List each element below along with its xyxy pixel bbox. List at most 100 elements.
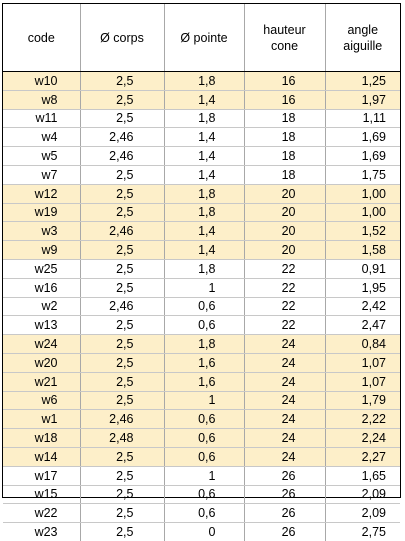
cell-tip-diameter[interactable]: 1,8	[164, 184, 245, 204]
cell-body-diameter[interactable]: 2,5	[80, 109, 165, 129]
cell-code[interactable]: w8	[3, 90, 81, 110]
cell-needle-angle[interactable]: 1,97	[325, 90, 400, 110]
cell-cone-height[interactable]: 24	[244, 372, 326, 392]
header-body-diameter[interactable]: Ø corps	[80, 4, 165, 72]
cell-cone-height[interactable]: 24	[244, 428, 326, 448]
cell-tip-diameter[interactable]: 1,8	[164, 334, 245, 354]
cell-cone-height[interactable]: 16	[244, 71, 326, 91]
cell-body-diameter[interactable]: 2,5	[80, 71, 165, 91]
cell-body-diameter[interactable]: 2,46	[80, 409, 165, 430]
cell-needle-angle[interactable]: 1,58	[325, 240, 400, 260]
cell-body-diameter[interactable]: 2,5	[80, 353, 165, 373]
cell-code[interactable]: w17	[3, 466, 81, 486]
cell-tip-diameter[interactable]: 1,6	[164, 372, 245, 392]
cell-tip-diameter[interactable]: 1,4	[164, 165, 245, 185]
cell-body-diameter[interactable]: 2,5	[80, 334, 165, 354]
cell-needle-angle[interactable]: 1,75	[325, 165, 400, 185]
cell-code[interactable]: w14	[3, 447, 81, 467]
cell-code[interactable]: w9	[3, 240, 81, 260]
cell-code[interactable]: w19	[3, 203, 81, 223]
cell-body-diameter[interactable]: 2,5	[80, 485, 165, 505]
cell-code[interactable]: w23	[3, 522, 81, 541]
cell-cone-height[interactable]: 24	[244, 409, 326, 430]
cell-body-diameter[interactable]: 2,5	[80, 259, 165, 279]
cell-body-diameter[interactable]: 2,46	[80, 146, 165, 166]
header-tip-diameter[interactable]: Ø pointe	[164, 4, 245, 72]
cell-cone-height[interactable]: 20	[244, 203, 326, 223]
cell-body-diameter[interactable]: 2,5	[80, 278, 165, 298]
cell-tip-diameter[interactable]: 0,6	[164, 297, 245, 317]
cell-body-diameter[interactable]: 2,48	[80, 428, 165, 448]
cell-cone-height[interactable]: 18	[244, 109, 326, 129]
cell-code[interactable]: w7	[3, 165, 81, 185]
cell-code[interactable]: w24	[3, 334, 81, 354]
cell-needle-angle[interactable]: 2,75	[361, 525, 386, 540]
cell-cone-height[interactable]: 24	[244, 447, 326, 467]
cell-cone-height[interactable]: 26	[244, 485, 326, 505]
cell-code[interactable]: w16	[3, 278, 81, 298]
cell-cone-height[interactable]: 22	[244, 297, 326, 317]
cell-needle-angle[interactable]: 1,11	[325, 109, 400, 129]
cell-code[interactable]: w1	[3, 409, 81, 430]
cell-code[interactable]: w2	[3, 297, 81, 317]
cell-tip-diameter[interactable]: 1,6	[164, 353, 245, 373]
cell-needle-angle[interactable]: 0,91	[325, 259, 400, 279]
cell-needle-angle[interactable]: 1,00	[325, 184, 400, 204]
cell-body-diameter[interactable]: 2,46	[80, 127, 165, 148]
cell-needle-angle[interactable]: 2,22	[325, 409, 400, 430]
cell-needle-angle[interactable]: 1,95	[325, 278, 400, 298]
cell-cone-height[interactable]: 20	[244, 184, 326, 204]
cell-needle-angle[interactable]: 1,25	[325, 71, 400, 91]
cell-body-diameter[interactable]: 2,5	[80, 503, 165, 524]
cell-cone-height[interactable]: 26	[244, 466, 326, 486]
cell-body-diameter[interactable]: 2,5	[80, 165, 165, 185]
cell-tip-diameter[interactable]: 1,4	[164, 240, 245, 260]
cell-cone-height[interactable]: 26	[244, 503, 326, 524]
cell-needle-angle[interactable]: 1,00	[325, 203, 400, 223]
cell-tip-diameter[interactable]: 1	[164, 278, 245, 298]
cell-needle-angle[interactable]: 1,52	[325, 221, 400, 242]
cell-code[interactable]: w20	[3, 353, 81, 373]
cell-needle-angle[interactable]: 2,09	[325, 485, 400, 505]
cell-needle-angle[interactable]: 2,27	[325, 447, 400, 467]
cell-tip-diameter[interactable]: 1,8	[164, 71, 245, 91]
cell-code[interactable]: w5	[3, 146, 81, 166]
cell-tip-diameter[interactable]: 1,4	[164, 221, 245, 242]
cell-needle-angle[interactable]: 1,69	[325, 127, 400, 148]
cell-cone-height[interactable]: 16	[244, 90, 326, 110]
cell-body-diameter[interactable]: 2,5	[80, 315, 165, 336]
cell-tip-diameter[interactable]: 1,4	[164, 146, 245, 166]
cell-needle-angle[interactable]: 1,65	[325, 466, 400, 486]
cell-tip-diameter[interactable]: 1	[164, 466, 245, 486]
cell-code[interactable]: w22	[3, 503, 81, 524]
cell-body-diameter[interactable]: 2,5	[80, 240, 165, 260]
cell-body-diameter[interactable]: 2,46	[80, 221, 165, 242]
cell-needle-angle[interactable]: 2,42	[325, 297, 400, 317]
cell-body-diameter[interactable]: 2,5	[80, 90, 165, 110]
cell-cone-height[interactable]: 22	[244, 278, 326, 298]
cell-code[interactable]: w6	[3, 391, 81, 411]
cell-body-diameter[interactable]: 2,5	[80, 466, 165, 486]
header-cone-height[interactable]: hauteur cone	[244, 4, 326, 72]
cell-body-diameter[interactable]: 2,5	[80, 522, 165, 541]
cell-code[interactable]: w18	[3, 428, 81, 448]
cell-tip-diameter[interactable]: 0,6	[164, 447, 245, 467]
cell-code[interactable]: w13	[3, 315, 81, 336]
cell-tip-diameter[interactable]: 1,8	[164, 109, 245, 129]
cell-needle-angle[interactable]: 0,84	[325, 334, 400, 354]
cell-body-diameter[interactable]: 2,5	[80, 447, 165, 467]
cell-cone-height[interactable]: 24	[244, 353, 326, 373]
cell-tip-diameter[interactable]: 1	[164, 391, 245, 411]
cell-body-diameter[interactable]: 2,5	[80, 391, 165, 411]
header-needle-angle[interactable]: angle aiguille	[325, 4, 400, 72]
cell-cone-height[interactable]: 20	[244, 221, 326, 242]
cell-tip-diameter[interactable]: 0,6	[164, 428, 245, 448]
cell-tip-diameter[interactable]: 0,6	[164, 503, 245, 524]
cell-cone-height[interactable]: 22	[244, 315, 326, 336]
cell-tip-diameter[interactable]: 1,8	[164, 259, 245, 279]
cell-cone-height[interactable]: 18	[244, 165, 326, 185]
cell-needle-angle[interactable]: 2,47	[325, 315, 400, 336]
cell-cone-height[interactable]: 18	[244, 146, 326, 166]
cell-code[interactable]: w15	[3, 485, 81, 505]
cell-code[interactable]: w11	[3, 109, 81, 129]
